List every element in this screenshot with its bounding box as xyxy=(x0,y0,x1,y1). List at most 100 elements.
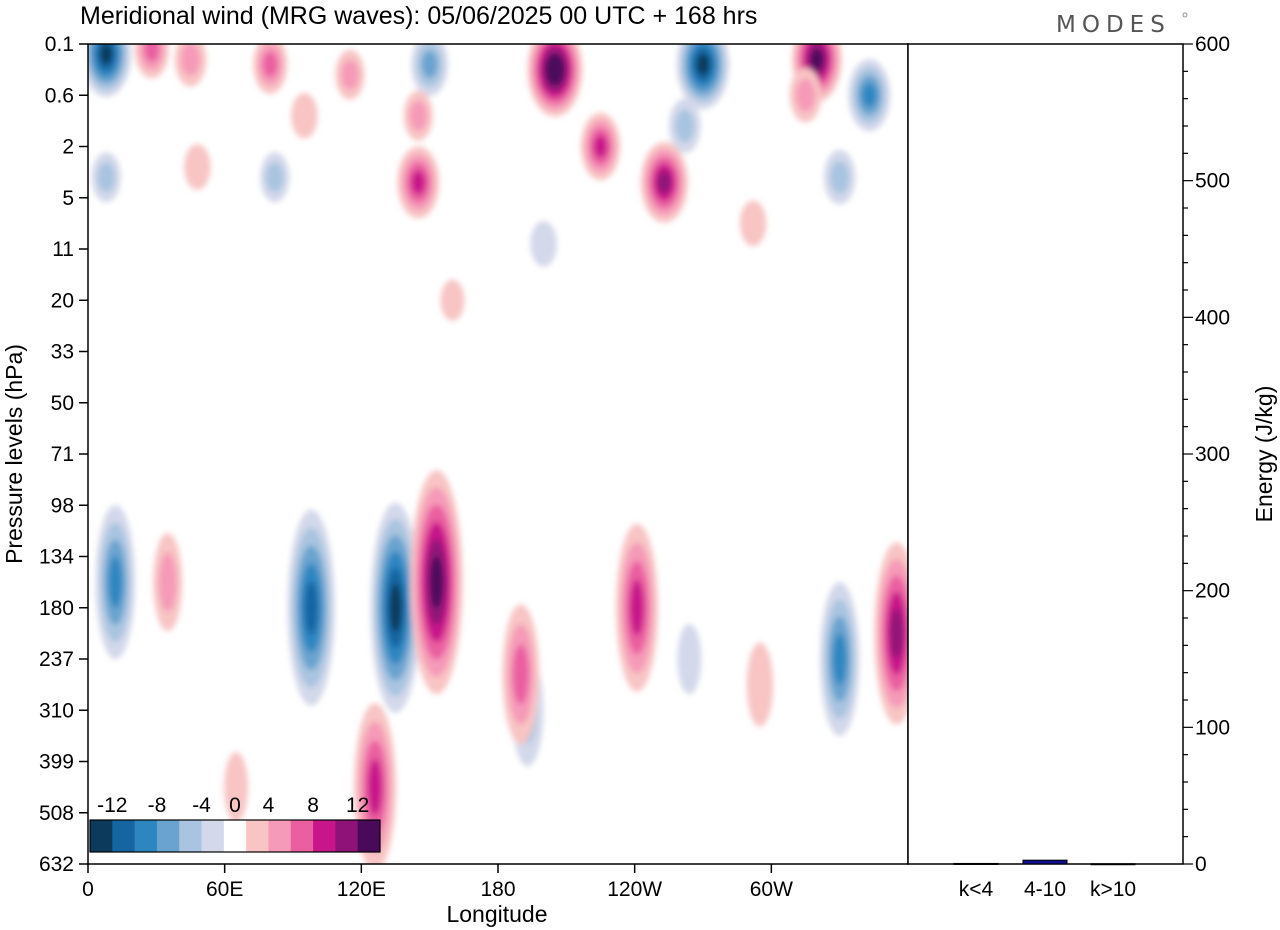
contour-band-18-3 xyxy=(411,170,426,195)
contour-band-32-0 xyxy=(677,624,702,694)
colorbar-label: 12 xyxy=(346,794,369,817)
y-tick-label: 5 xyxy=(62,187,74,210)
energy-panel-frame xyxy=(907,43,1184,865)
contour-band-25-1 xyxy=(159,552,177,612)
contour-band-21-0 xyxy=(739,200,767,247)
energy-category-label: 4-10 xyxy=(1024,878,1066,901)
contour-band-19-4 xyxy=(657,171,671,194)
contour-band-1-2 xyxy=(144,44,160,62)
x-tick-label: 120E xyxy=(337,878,386,901)
contour-band-26-4 xyxy=(304,581,318,635)
contour-band-13-1 xyxy=(409,100,427,131)
contour-band-10-1 xyxy=(796,78,815,112)
y-tick-label: 508 xyxy=(39,802,74,825)
colorbar-swatch xyxy=(112,820,136,852)
contour-band-15-0 xyxy=(184,144,211,190)
colorbar-frame xyxy=(89,819,381,853)
contour-band-36-3 xyxy=(368,759,382,816)
y-tick-label: 399 xyxy=(39,751,74,774)
colorbar-label: 4 xyxy=(263,794,275,817)
contour-band-4-1 xyxy=(341,59,359,90)
energy-tick-label: 100 xyxy=(1195,716,1230,739)
energy-tick-label: 600 xyxy=(1195,33,1230,56)
heatmap-field xyxy=(88,44,908,864)
x-tick-label: 0 xyxy=(82,878,94,901)
colorbar-label: 0 xyxy=(229,794,241,817)
contour-band-27-5 xyxy=(389,583,402,632)
y-axis: 0.1 0.6 2 5 11 20 33 50 71 98 134 180 237 310 399 508 63… xyxy=(39,33,88,876)
energy-tick-label: 0 xyxy=(1195,853,1207,876)
contour-band-24-3 xyxy=(108,556,122,608)
contour-band-20-1 xyxy=(830,160,850,194)
colorbar-swatch xyxy=(90,820,113,852)
energy-bar xyxy=(1090,863,1136,866)
y-tick-label: 98 xyxy=(51,494,74,517)
colorbar-swatch xyxy=(179,820,203,852)
colorbar-swatch xyxy=(335,820,359,852)
energy-axis: 0 100 200 300 400 500 600 xyxy=(1183,33,1230,876)
chart-title: Meridional wind (MRG waves): 05/06/2025 … xyxy=(80,2,757,30)
colorbar-swatch xyxy=(246,820,269,852)
contour-band-34-3 xyxy=(833,633,847,685)
contour-band-5-2 xyxy=(421,50,438,79)
contour-band-16-1 xyxy=(97,162,115,193)
y-tick-label: 20 xyxy=(51,289,74,312)
colorbar-swatch xyxy=(313,820,336,852)
x-tick-label: 120W xyxy=(607,878,662,901)
colorbar-label: -4 xyxy=(192,794,211,817)
contour-band-3-2 xyxy=(262,51,278,78)
colorbar-label: -8 xyxy=(148,794,167,817)
colorbar-swatch xyxy=(134,820,158,852)
y-tick-label: 71 xyxy=(51,443,74,466)
contour-band-28-5 xyxy=(430,556,443,608)
colorbar-swatch xyxy=(290,820,314,852)
contour-band-2-1 xyxy=(181,44,200,76)
colorbar-swatch xyxy=(223,820,247,852)
y-tick-label: 134 xyxy=(39,546,74,569)
colorbar-swatch xyxy=(201,820,225,852)
contour-band-7-5 xyxy=(696,54,710,75)
contour-band-23-0 xyxy=(440,279,465,321)
x-tick-label: 60W xyxy=(750,878,793,901)
contour-band-14-0 xyxy=(291,92,318,139)
colorbar-swatch xyxy=(156,820,180,852)
energy-tick-label: 300 xyxy=(1195,443,1230,466)
heatmap-background xyxy=(88,44,908,864)
contour-band-31-3 xyxy=(629,579,644,636)
contour-band-12-3 xyxy=(593,135,608,158)
x-tick-label: 60E xyxy=(206,878,243,901)
energy-axis-label: Energy (J/kg) xyxy=(1251,386,1277,523)
energy-tick-label: 400 xyxy=(1195,306,1230,329)
energy-bars: k<4 4-10 k>10 xyxy=(953,859,1136,901)
contour-band-33-0 xyxy=(746,642,774,727)
contour-band-37-0 xyxy=(224,752,248,823)
y-tick-label: 2 xyxy=(62,136,74,159)
contour-band-6-6 xyxy=(549,60,561,80)
y-axis-label: Pressure levels (hPa) xyxy=(1,344,27,564)
contour-band-11-1 xyxy=(675,109,695,143)
brand-logo-text: MODES xyxy=(1056,12,1171,38)
y-tick-label: 310 xyxy=(39,699,74,722)
energy-tick-label: 200 xyxy=(1195,580,1230,603)
colorbar-label: 8 xyxy=(307,794,319,817)
contour-band-35-4 xyxy=(890,608,903,659)
brand-trademark-icon xyxy=(1182,12,1188,18)
y-tick-label: 632 xyxy=(39,853,74,876)
colorbar: -12 -8 -4 0 4 8 12 xyxy=(89,794,381,853)
contour-band-22-0 xyxy=(530,221,557,267)
colorbar-swatch xyxy=(357,820,381,852)
energy-bar xyxy=(1022,859,1068,865)
x-axis-label: Longitude xyxy=(446,901,547,927)
y-tick-label: 180 xyxy=(39,597,74,620)
contour-band-30-2 xyxy=(512,644,529,705)
energy-category-label: k>10 xyxy=(1090,878,1136,901)
colorbar-label: -12 xyxy=(97,794,127,817)
y-tick-label: 11 xyxy=(52,238,74,261)
y-tick-label: 33 xyxy=(51,341,74,364)
x-axis: 0 60E 120E 180 120W 60W xyxy=(82,864,793,901)
contour-band-9-3 xyxy=(862,83,877,108)
contour-band-0-5 xyxy=(100,44,112,65)
energy-bar xyxy=(953,862,999,865)
x-tick-label: 180 xyxy=(480,878,515,901)
